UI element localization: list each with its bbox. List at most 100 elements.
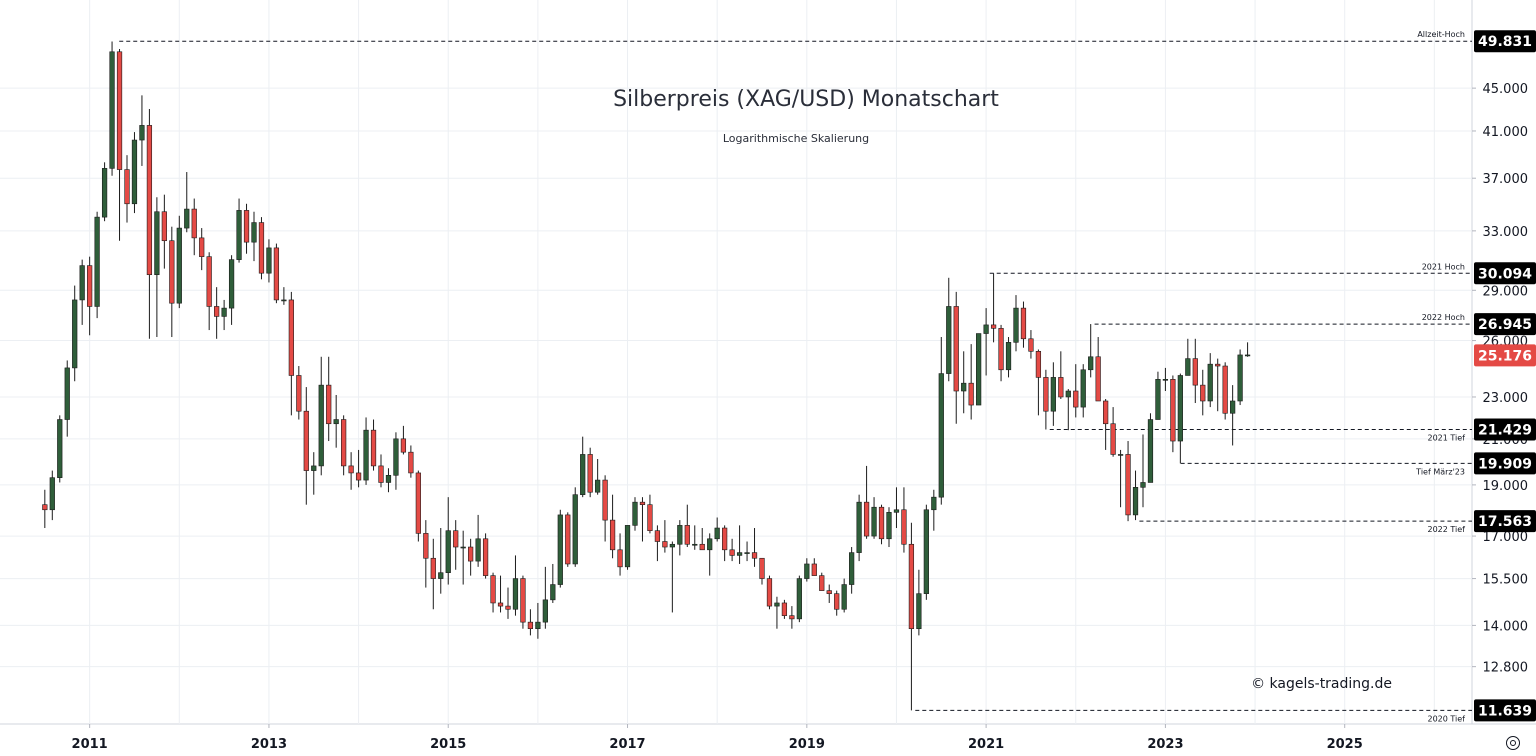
candle-body <box>161 211 167 242</box>
candle-body <box>288 299 294 376</box>
candle-body <box>131 139 138 205</box>
candle-body <box>348 465 354 474</box>
candle-body <box>1073 390 1079 408</box>
candle-body <box>72 299 78 369</box>
chart-title: Silberpreis (XAG/USD) Monatschart <box>613 87 999 112</box>
candle-body <box>662 541 668 548</box>
level-annotation: 2021 Tief <box>1427 434 1465 443</box>
candle-body <box>968 382 974 406</box>
candle-body <box>482 538 489 576</box>
candle-body <box>1043 377 1049 412</box>
candle-body <box>856 501 862 553</box>
candle-body <box>863 501 870 537</box>
level-annotation: 2021 Hoch <box>1422 262 1465 271</box>
candle-body <box>871 506 877 537</box>
candle-body <box>938 373 944 498</box>
candle-body <box>243 210 250 243</box>
candle-body <box>669 543 675 548</box>
level-price-tag-label: 21.429 <box>1478 423 1532 439</box>
candle-body <box>228 259 235 309</box>
candle-body <box>64 367 70 420</box>
candle-body <box>116 51 123 170</box>
candle-body <box>557 514 563 585</box>
candle-body <box>296 375 302 412</box>
candle-body <box>154 211 160 276</box>
chart-settings-icon[interactable] <box>1506 736 1520 750</box>
candle-body <box>976 333 982 406</box>
candle-body <box>266 247 272 274</box>
candle-body <box>624 525 631 568</box>
level-price-tag-label: 17.563 <box>1478 514 1532 530</box>
y-tick-label: 41.000 <box>1483 125 1529 140</box>
candle-body <box>647 504 653 531</box>
candle-body <box>415 472 421 534</box>
candle-body <box>79 265 85 301</box>
candle-body <box>677 525 683 545</box>
candle-body <box>1103 400 1109 425</box>
candle-body <box>983 324 989 334</box>
candle-body <box>587 454 593 493</box>
candle-body <box>1035 351 1042 378</box>
candle-body <box>430 557 436 579</box>
candle-body <box>445 530 451 573</box>
candle-body <box>849 552 855 585</box>
candle-body <box>1207 363 1213 402</box>
candle-body <box>722 527 728 551</box>
candle-body <box>729 549 735 556</box>
candle-body <box>774 602 780 607</box>
candle-body <box>707 538 713 551</box>
candle-body <box>766 578 773 607</box>
candle-body <box>505 605 511 610</box>
level-price-tag-box <box>1474 418 1536 441</box>
candle-body <box>101 168 108 218</box>
y-tick-label: 19.000 <box>1483 479 1529 494</box>
candle-body <box>273 247 280 301</box>
level-annotation: Allzeit-Hoch <box>1417 30 1465 39</box>
y-tick-label: 17.000 <box>1483 530 1529 545</box>
candle-body <box>1095 356 1101 402</box>
current-price-tag-box <box>1474 344 1536 367</box>
candle-body <box>1125 454 1131 516</box>
y-tick-label: 33.000 <box>1483 225 1529 240</box>
candle-body <box>811 563 817 576</box>
candle-body <box>1080 369 1086 408</box>
candle-body <box>1117 454 1124 456</box>
x-tick-label: 2017 <box>609 737 645 752</box>
candle-body <box>1147 419 1154 483</box>
candle-body <box>1185 358 1191 376</box>
level-price-tag-label: 30.094 <box>1478 266 1532 282</box>
candle-body <box>916 593 922 630</box>
candle-body <box>251 222 257 243</box>
candle-body <box>692 543 698 546</box>
candle-body <box>684 525 690 545</box>
candle-body <box>841 584 847 610</box>
level-price-tag-box <box>1474 30 1536 53</box>
candle-body <box>475 538 481 562</box>
candle-body <box>639 501 646 505</box>
candle-body <box>258 222 265 274</box>
candle-body <box>378 465 384 483</box>
y-axis: 45.00041.00037.00033.00029.00026.00023.0… <box>1472 82 1528 676</box>
y-tick-label: 37.000 <box>1483 172 1529 187</box>
candle-body <box>527 621 534 630</box>
candle-body <box>1244 354 1251 357</box>
candle-body <box>1140 482 1146 488</box>
candle-body <box>759 557 765 579</box>
y-tick-label: 12.800 <box>1483 661 1529 676</box>
x-tick-label: 2021 <box>968 737 1004 752</box>
candle-body <box>714 527 720 540</box>
candle-body <box>124 169 130 205</box>
candle-body <box>42 504 48 511</box>
level-price-tag-label: 11.639 <box>1478 703 1532 719</box>
candle-body <box>311 465 317 471</box>
level-price-tag-label: 26.945 <box>1478 317 1532 333</box>
candle-body <box>1065 390 1071 398</box>
candle-body <box>595 479 601 493</box>
candle-body <box>109 51 115 169</box>
level-price-tag-box <box>1474 699 1536 722</box>
candle-body <box>393 438 399 476</box>
candle-body <box>886 512 892 540</box>
candle-body <box>49 477 55 511</box>
price-tags: 49.831 30.094 26.945 21.429 19.909 17.563 11.6… <box>1474 30 1536 722</box>
candle-body <box>1237 354 1243 402</box>
